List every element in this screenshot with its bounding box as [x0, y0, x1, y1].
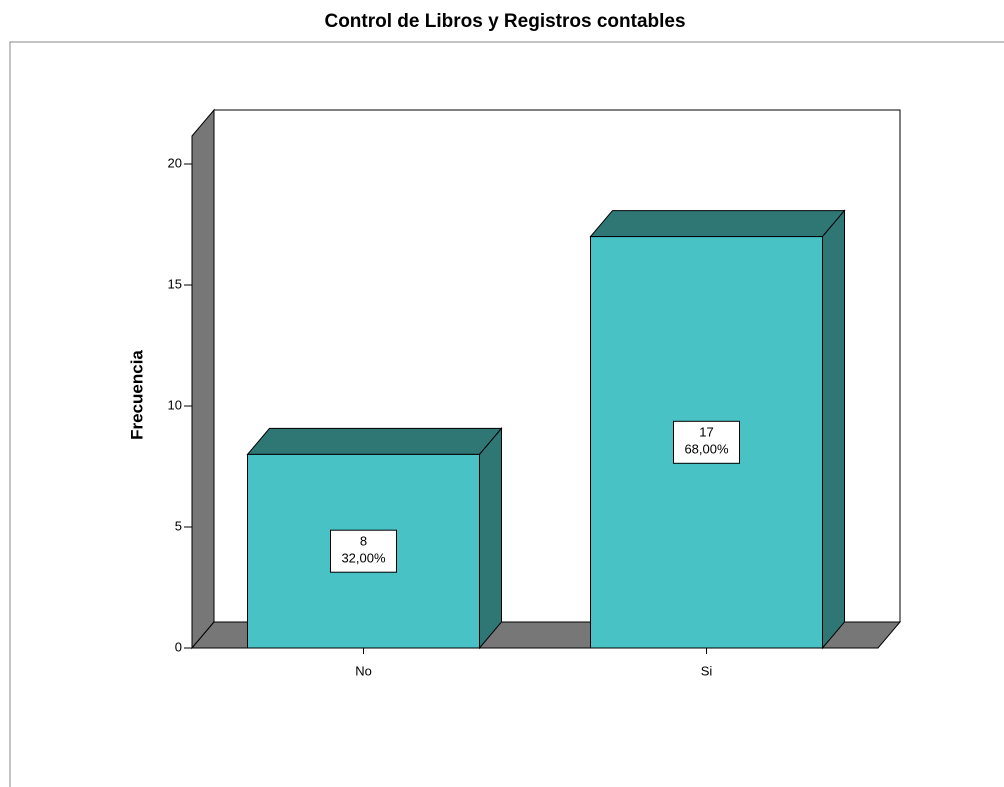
frame [9, 41, 1004, 787]
y-tick-label: 20 [168, 155, 182, 170]
data-label-box [330, 529, 397, 573]
data-label: 17 [699, 425, 713, 440]
percent-label: 68,00% [684, 442, 729, 457]
y-tick-label: 10 [168, 397, 182, 412]
bar-side [479, 427, 502, 650]
x-tick-label: No [355, 663, 372, 678]
chart-title: Control de Libros y Registros contables [324, 11, 685, 32]
percent-label: 32,00% [341, 551, 386, 566]
y-tick-label: 0 [175, 639, 182, 654]
bar-side [822, 209, 845, 650]
bar-top [589, 210, 846, 238]
y-tick-label: 15 [168, 276, 182, 291]
bar-top [246, 427, 503, 455]
left-wall [191, 108, 215, 650]
y-tick-label: 5 [175, 518, 182, 533]
data-label: 8 [360, 534, 367, 549]
x-tick-label: Si [701, 663, 713, 678]
y-axis-title: Frecuencia [127, 350, 146, 440]
data-label-box [673, 420, 740, 464]
